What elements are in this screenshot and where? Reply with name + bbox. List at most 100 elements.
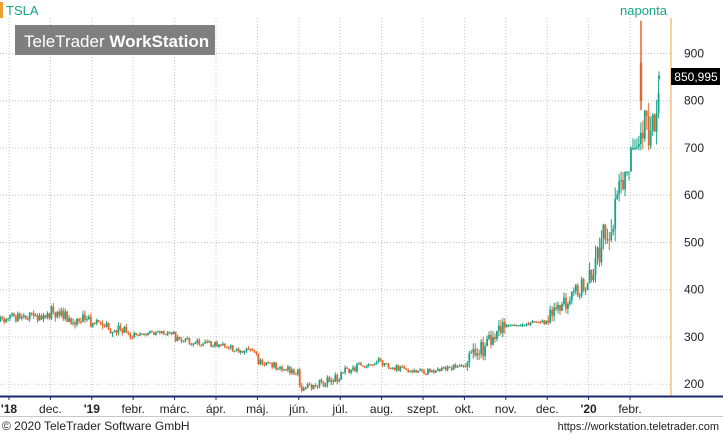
y-tick-label: 900 <box>684 46 704 60</box>
candle-body <box>223 343 226 347</box>
candle-body <box>492 337 494 345</box>
candle-body <box>129 333 132 338</box>
candle-body <box>300 385 303 391</box>
candle-body <box>612 228 615 233</box>
candle-body <box>521 325 524 327</box>
candle-body <box>30 312 33 314</box>
candle-body <box>302 387 305 391</box>
candle-body <box>202 343 205 346</box>
candle-body <box>618 181 621 195</box>
candle-body <box>432 370 435 373</box>
candle-body <box>568 300 571 304</box>
candle-body <box>304 387 307 389</box>
candle-body <box>326 377 329 386</box>
candle-body <box>5 319 7 323</box>
y-tick-label: 600 <box>684 188 704 202</box>
candle-body <box>180 339 183 342</box>
candle-body <box>298 369 301 386</box>
candle-body <box>24 315 27 319</box>
candle-body <box>559 304 561 311</box>
candle-body <box>354 367 356 372</box>
candle-body <box>421 369 423 371</box>
candle-body <box>78 318 80 322</box>
y-tick-label: 400 <box>684 283 704 297</box>
candle-body <box>200 344 203 346</box>
candle-body <box>639 132 642 144</box>
candle-body <box>208 341 210 343</box>
candle-body <box>192 343 195 345</box>
candle-body <box>570 291 573 301</box>
candle-body <box>490 335 492 345</box>
candle-body <box>590 269 593 281</box>
x-tick-label: aug. <box>370 402 393 416</box>
candle-body <box>182 341 185 343</box>
candle-body <box>54 312 57 318</box>
candle-body <box>371 364 374 366</box>
candle-body <box>450 367 453 370</box>
candle-body <box>501 322 504 333</box>
candle-body <box>332 380 335 382</box>
candle-body <box>324 385 327 387</box>
candle-body <box>56 311 59 318</box>
candle-body <box>48 313 51 319</box>
candle-body <box>373 363 376 366</box>
candle-body <box>363 366 366 368</box>
candle-body <box>263 364 266 366</box>
candle-body <box>70 318 72 324</box>
candle-body <box>32 313 35 316</box>
candle-body <box>330 380 333 382</box>
candle-body <box>194 342 197 345</box>
candle-body <box>385 363 388 365</box>
candle-body <box>474 349 477 356</box>
y-tick-label: 700 <box>684 141 704 155</box>
candle-body <box>602 224 605 239</box>
candle-body <box>651 114 654 131</box>
candle-body <box>578 295 581 297</box>
candle-body <box>218 344 220 347</box>
candle-body <box>515 325 518 327</box>
candle-body <box>634 147 636 150</box>
candle-body <box>369 364 372 366</box>
candle-body <box>38 315 41 321</box>
candle-body <box>525 323 528 326</box>
candle-body <box>322 381 325 387</box>
candle-body <box>468 353 471 363</box>
candle-body <box>407 369 410 373</box>
candle-body <box>361 365 364 367</box>
candle-body <box>342 372 345 374</box>
candle-body <box>389 367 392 369</box>
symbol-label: TSLA <box>6 3 39 18</box>
candle-body <box>448 366 451 368</box>
candle-body <box>11 313 13 316</box>
candle-body <box>212 345 214 348</box>
candle-body <box>233 350 236 353</box>
candle-body <box>186 338 189 340</box>
candle-body <box>243 350 246 353</box>
candle-body <box>434 370 437 373</box>
candle-body <box>580 279 583 296</box>
candle-body <box>494 337 496 339</box>
candle-body <box>105 322 108 327</box>
watermark-logo: TeleTrader WorkStation <box>24 32 209 51</box>
footer-url[interactable]: https://workstation.teletrader.com <box>558 421 719 433</box>
candle-body <box>188 338 191 344</box>
candle-body <box>58 311 61 316</box>
candle-body <box>314 384 317 387</box>
candle-body <box>360 363 362 366</box>
candle-body <box>367 364 370 366</box>
candle-body <box>20 317 23 319</box>
candle-body <box>356 364 358 372</box>
candle-body <box>399 366 402 371</box>
candle-body <box>476 353 479 356</box>
candle-body <box>584 289 587 292</box>
candle-body <box>64 311 67 319</box>
candle-body <box>289 366 291 374</box>
candle-body <box>626 171 628 173</box>
candle-body <box>111 332 114 334</box>
candle-body <box>531 321 534 324</box>
candle-body <box>338 379 341 382</box>
last-price-box <box>671 68 720 85</box>
candle-body <box>216 341 218 347</box>
candle-body <box>99 321 102 324</box>
